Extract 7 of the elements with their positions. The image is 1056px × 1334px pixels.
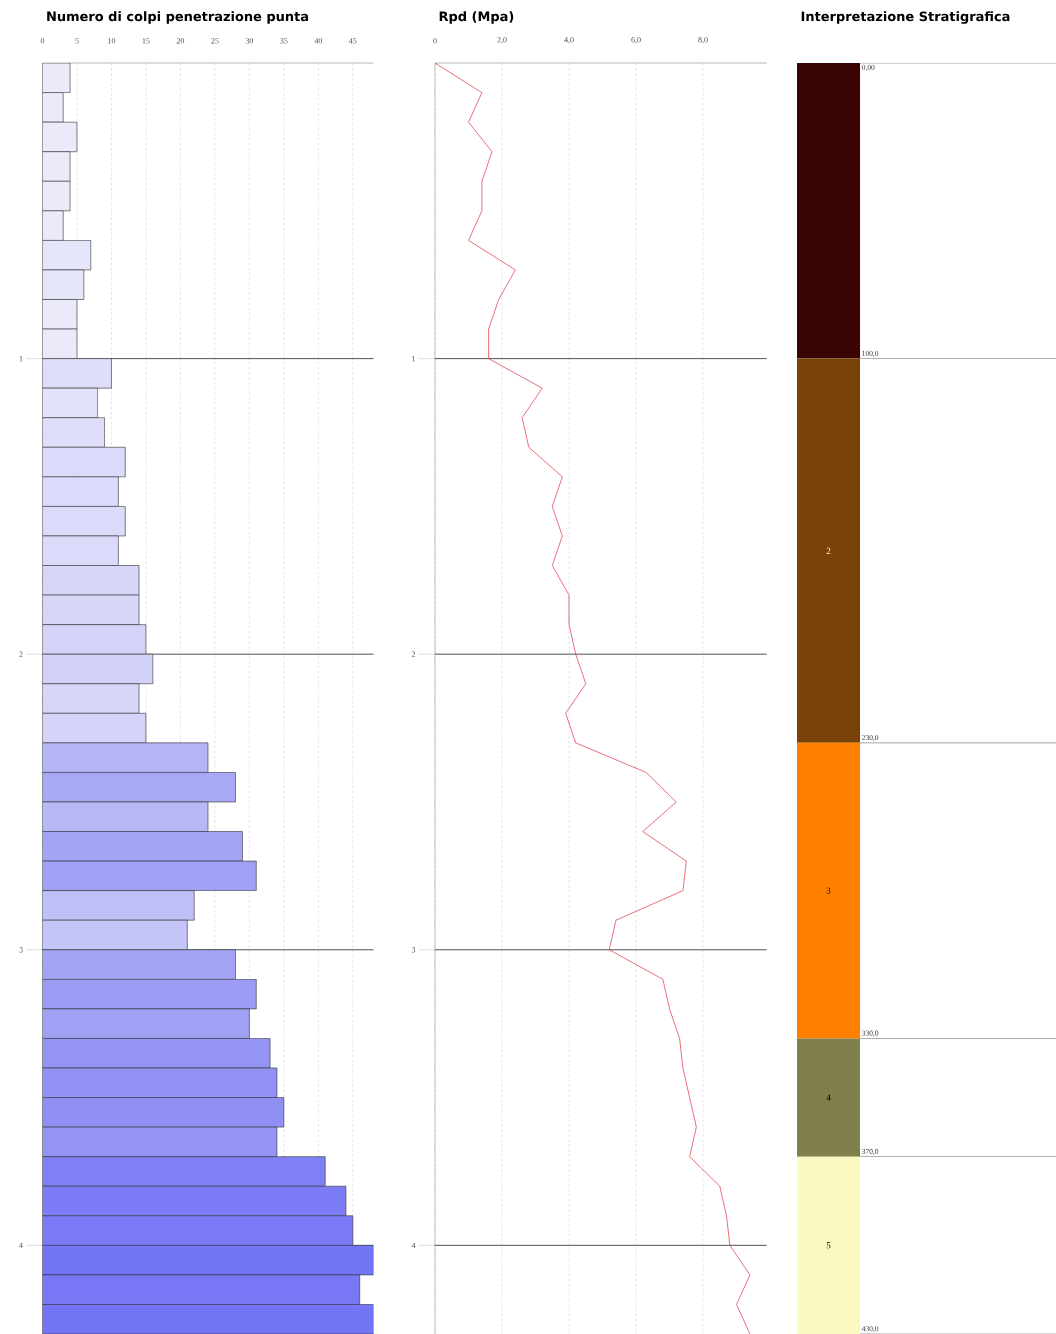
series-label: 2 <box>826 547 831 554</box>
text: Interpretazione Stratigrafica <box>801 11 1010 24</box>
series-label: 5 <box>826 1242 831 1249</box>
series-label: 4 <box>826 1094 831 1101</box>
chart-title: Rpd (Mpa) <box>439 11 514 24</box>
series-label: 3 <box>826 887 831 894</box>
chart-title: Numero di colpi penetrazione punta <box>47 11 308 24</box>
